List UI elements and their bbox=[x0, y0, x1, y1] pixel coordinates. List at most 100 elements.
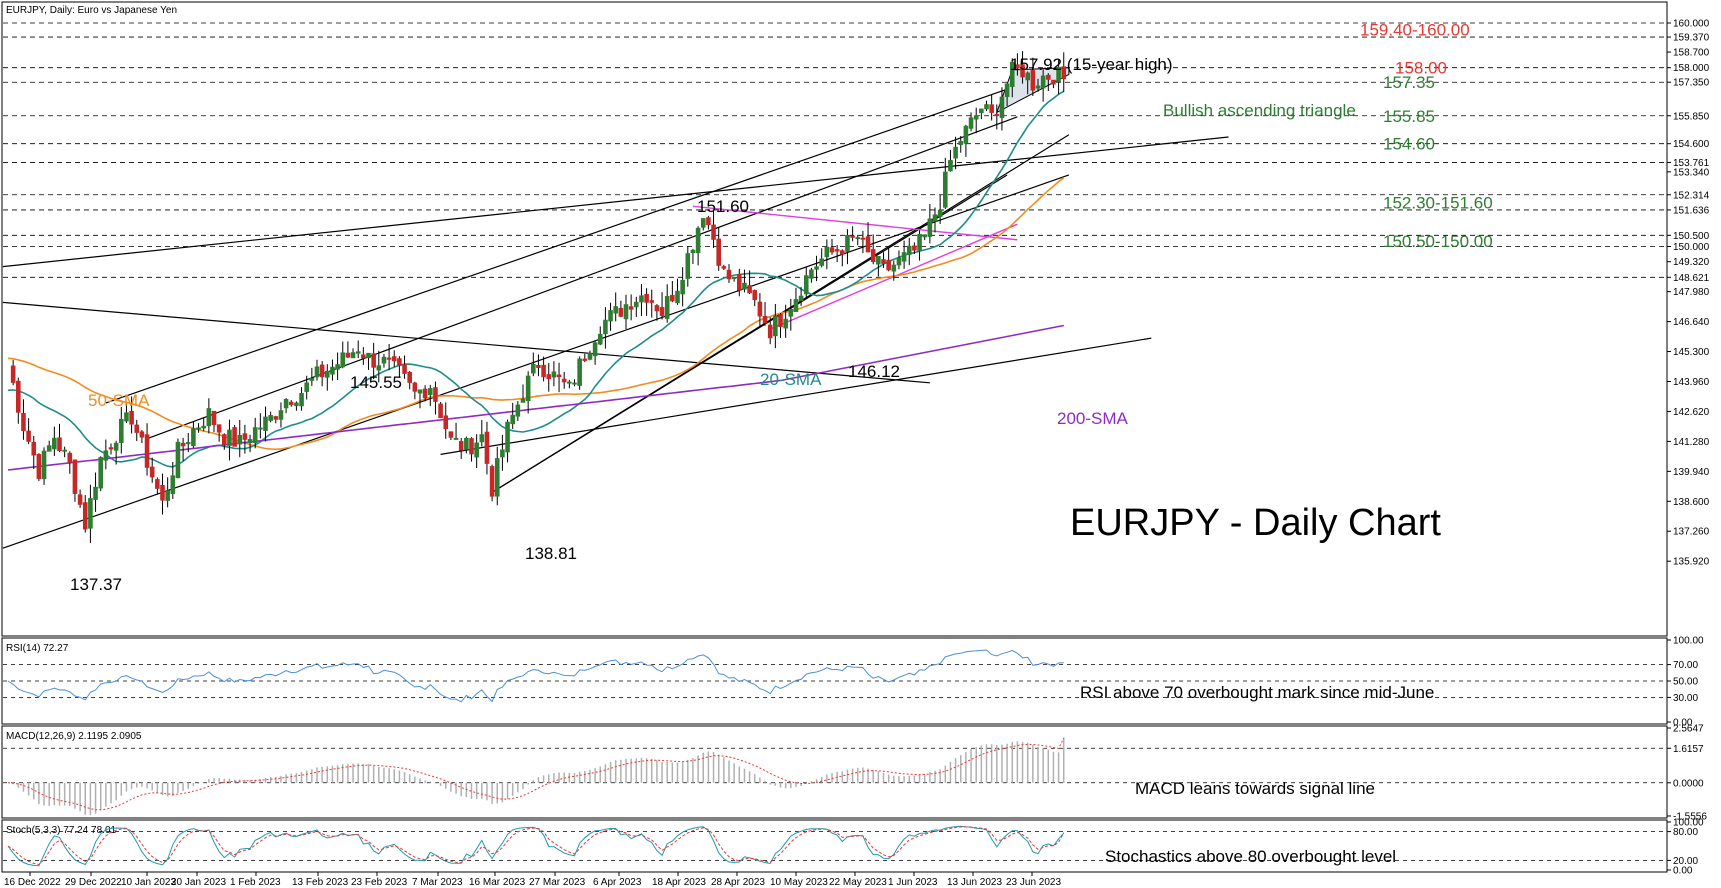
sma50-label: 50-SMA bbox=[88, 391, 150, 410]
candle-up bbox=[973, 115, 979, 120]
candle-up bbox=[793, 299, 799, 313]
price-axis: 160.000 159.370 158.700 158.000 157.350 155.8… bbox=[1667, 19, 1710, 568]
macd-pane: MACD(12,26,9) 2.1195 2.0905 MACD leans t… bbox=[1, 724, 1707, 823]
candle-down bbox=[706, 217, 711, 226]
candle-up bbox=[247, 439, 253, 444]
candle-down bbox=[1051, 79, 1056, 85]
candle-up bbox=[927, 218, 933, 237]
price-tick-label: 141.280 bbox=[1673, 437, 1710, 448]
candle-down bbox=[829, 247, 835, 253]
candle-down bbox=[108, 447, 114, 450]
symbol-title: EURJPY, Daily: Euro vs Japanese Yen bbox=[6, 5, 177, 16]
candle-down bbox=[716, 238, 722, 266]
candle-up bbox=[417, 389, 423, 394]
rsi-line bbox=[7, 649, 1064, 703]
candle-down bbox=[886, 259, 891, 271]
sub-tick-label: 0.0000 bbox=[1673, 778, 1704, 789]
candle-up bbox=[891, 264, 897, 272]
candle-up bbox=[731, 276, 737, 279]
price-tick-label: 157.350 bbox=[1673, 78, 1710, 89]
trendline bbox=[2, 301, 930, 384]
candle-down bbox=[36, 454, 42, 479]
candle-up bbox=[798, 295, 804, 302]
candle-down bbox=[752, 290, 758, 301]
candle-up bbox=[520, 398, 526, 403]
stoch-pane: Stoch(5,3,3) 77.24 78.01 Stochastics abo… bbox=[1, 818, 1704, 877]
candle-up bbox=[340, 352, 346, 368]
candle-down bbox=[726, 269, 732, 280]
macd-pane-frame bbox=[1, 725, 1668, 819]
candle-down bbox=[160, 485, 165, 501]
date-tick-label: 20 Jan 2023 bbox=[171, 877, 226, 888]
candle-up bbox=[577, 358, 582, 386]
candle-up bbox=[906, 245, 912, 255]
candle-up bbox=[783, 318, 788, 329]
candle-down bbox=[242, 433, 248, 440]
candle-up bbox=[664, 296, 670, 319]
candle-down bbox=[407, 371, 412, 383]
candle-up bbox=[263, 416, 268, 431]
candle-up bbox=[824, 246, 830, 258]
candle-down bbox=[129, 410, 134, 425]
price-tick-label: 152.314 bbox=[1673, 190, 1710, 201]
candle-up bbox=[587, 352, 593, 360]
candle-up bbox=[309, 377, 315, 381]
candle-up bbox=[510, 414, 515, 425]
candle-up bbox=[62, 449, 67, 452]
candle-up bbox=[505, 421, 510, 453]
pink-trendline bbox=[692, 205, 1018, 241]
price-tick-label: 158.700 bbox=[1673, 48, 1710, 59]
candle-up bbox=[531, 363, 536, 374]
candle-down bbox=[536, 364, 541, 368]
candle-up bbox=[958, 140, 964, 146]
candle-up bbox=[1025, 72, 1031, 81]
candle-down bbox=[1046, 74, 1051, 80]
candle-down bbox=[582, 358, 588, 361]
trendline bbox=[440, 337, 1152, 455]
price-tick-label: 154.600 bbox=[1673, 139, 1710, 150]
candle-down bbox=[26, 430, 31, 442]
sub-tick-label: 0.00 bbox=[1673, 866, 1693, 877]
candle-down bbox=[57, 437, 62, 451]
level-label: 159.40-160.00 bbox=[1360, 21, 1470, 40]
candle-down bbox=[834, 249, 840, 252]
candle-up bbox=[809, 269, 814, 279]
candle-up bbox=[278, 410, 284, 420]
candle-down bbox=[433, 387, 438, 402]
candle-down bbox=[10, 365, 16, 383]
candle-down bbox=[747, 285, 752, 294]
candle-down bbox=[371, 353, 376, 368]
candle-up bbox=[453, 437, 459, 440]
sub-tick-label: 80.00 bbox=[1673, 827, 1698, 838]
candle-down bbox=[402, 364, 407, 374]
sma200-label: 200-SMA bbox=[1057, 409, 1129, 428]
candle-up bbox=[227, 429, 232, 446]
candle-down bbox=[994, 114, 1000, 117]
candle-up bbox=[304, 382, 309, 392]
candle-up bbox=[191, 428, 196, 447]
candle-up bbox=[1004, 83, 1010, 97]
stoch-pane-frame bbox=[1, 819, 1668, 873]
candle-down bbox=[912, 245, 917, 251]
candle-down bbox=[391, 356, 397, 362]
candle-up bbox=[999, 96, 1005, 118]
candle-down bbox=[850, 235, 855, 238]
candle-up bbox=[335, 364, 340, 370]
candle-up bbox=[325, 370, 330, 378]
sub-tick-label: 100.00 bbox=[1673, 636, 1704, 647]
date-tick-label: 16 Dec 2022 bbox=[4, 877, 61, 888]
candle-up bbox=[788, 308, 794, 317]
candle-down bbox=[82, 502, 88, 530]
candle-up bbox=[680, 279, 685, 295]
date-tick-label: 22 May 2023 bbox=[829, 877, 887, 888]
candle-up bbox=[603, 319, 608, 335]
price-tick-label: 135.920 bbox=[1673, 557, 1710, 568]
date-tick-label: 1 Jun 2023 bbox=[888, 877, 938, 888]
pattern-label: Bullish ascending triangle bbox=[1163, 101, 1356, 120]
trendline bbox=[146, 116, 1018, 440]
candle-up bbox=[119, 418, 124, 443]
candle-up bbox=[685, 253, 691, 279]
price-annotation: 138.81 bbox=[525, 544, 577, 563]
candle-up bbox=[803, 275, 809, 295]
date-tick-label: 28 Apr 2023 bbox=[711, 877, 765, 888]
